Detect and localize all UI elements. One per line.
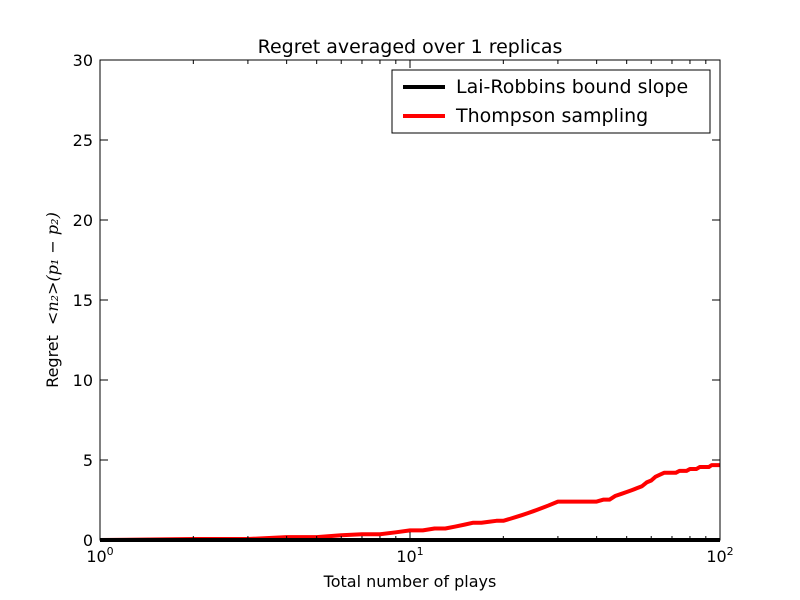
legend: Lai-Robbins bound slope Thompson samplin… xyxy=(391,69,711,134)
x-axis-label: Total number of plays xyxy=(323,572,497,591)
legend-label-thompson: Thompson sampling xyxy=(455,105,648,127)
x-tick-labels: 100 101 102 xyxy=(86,545,733,566)
y-tick-label: 0 xyxy=(83,531,93,550)
series-line-thompson xyxy=(99,463,720,542)
plot-area xyxy=(100,60,720,540)
plot-frame xyxy=(99,59,721,541)
x-tick-label-base: 10 xyxy=(706,547,726,566)
legend-label-lai-robbins: Lai-Robbins bound slope xyxy=(456,76,688,98)
x-tick-label-base: 10 xyxy=(86,547,106,566)
y-tick-label: 20 xyxy=(73,211,93,230)
y-axis-label-prefix: Regret xyxy=(43,335,62,388)
y-tick-label: 25 xyxy=(73,131,93,150)
y-axis-label: Regret <n₂>(p₁ − p₂) xyxy=(43,212,62,388)
legend-box xyxy=(391,69,711,134)
x-tick-label-exponent: 1 xyxy=(417,545,424,558)
x-tick-label: 102 xyxy=(706,545,733,566)
x-tick-label: 101 xyxy=(396,545,423,566)
x-tick-label: 100 xyxy=(86,545,113,566)
y-tick-label: 15 xyxy=(73,291,93,310)
y-tick-label: 30 xyxy=(73,51,93,70)
x-tick-label-exponent: 0 xyxy=(107,545,114,558)
y-tick-label: 10 xyxy=(73,371,93,390)
x-tick-label-exponent: 2 xyxy=(727,545,734,558)
x-tick-label-base: 10 xyxy=(396,547,416,566)
y-tick-label: 5 xyxy=(83,451,93,470)
y-tick-labels: 0 5 10 15 20 25 30 xyxy=(73,51,93,550)
y-axis-label-math: <n₂>(p₁ − p₂) xyxy=(43,212,62,325)
chart-title: Regret averaged over 1 replicas xyxy=(258,36,563,58)
